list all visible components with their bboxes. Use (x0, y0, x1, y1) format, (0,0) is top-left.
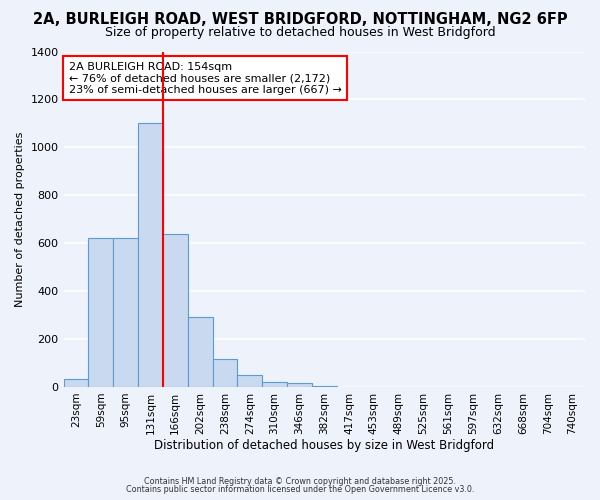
Bar (113, 238, 138, 387)
Text: 2A, BURLEIGH ROAD, WEST BRIDGFORD, NOTTINGHAM, NG2 6FP: 2A, BURLEIGH ROAD, WEST BRIDGFORD, NOTTI… (32, 12, 568, 28)
Y-axis label: Number of detached properties: Number of detached properties (15, 132, 25, 307)
Text: Contains public sector information licensed under the Open Government Licence v3: Contains public sector information licen… (126, 485, 474, 494)
Bar (138, 124, 163, 387)
Text: Size of property relative to detached houses in West Bridgford: Size of property relative to detached ho… (104, 26, 496, 39)
X-axis label: Distribution of detached houses by size in West Bridgford: Distribution of detached houses by size … (154, 440, 494, 452)
Bar (163, 234, 188, 387)
Bar (64, 378, 88, 387)
Bar (88, 238, 113, 387)
Bar (312, 386, 337, 387)
Text: Contains HM Land Registry data © Crown copyright and database right 2025.: Contains HM Land Registry data © Crown c… (144, 477, 456, 486)
Bar (188, 318, 212, 387)
Bar (212, 360, 238, 387)
Text: 2A BURLEIGH ROAD: 154sqm
← 76% of detached houses are smaller (2,172)
23% of sem: 2A BURLEIGH ROAD: 154sqm ← 76% of detach… (69, 62, 341, 95)
Bar (262, 382, 287, 387)
Bar (238, 375, 262, 387)
Bar (287, 384, 312, 387)
